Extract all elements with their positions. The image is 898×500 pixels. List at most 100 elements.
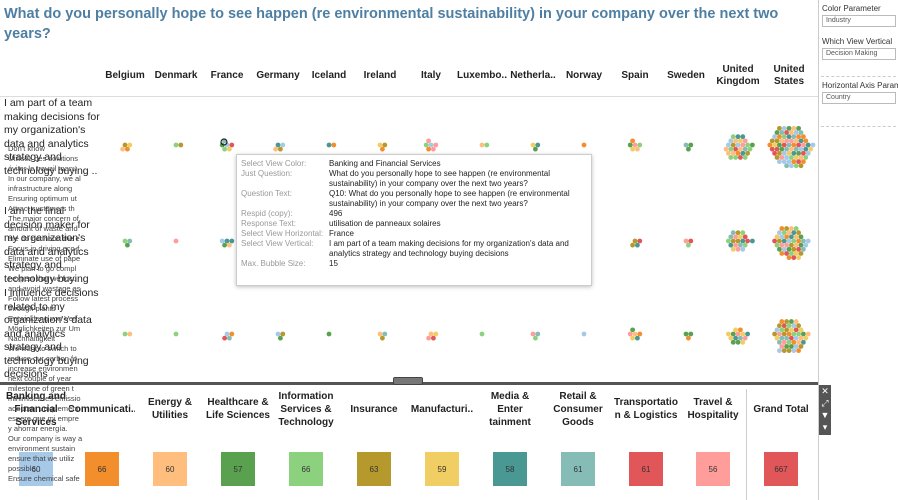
tooltip-key: Respid (copy): bbox=[241, 209, 293, 218]
response-item[interactable]: minimisez les émissio bbox=[8, 394, 81, 403]
industry-swatch[interactable]: 61 bbox=[629, 452, 663, 486]
response-bubble bbox=[742, 335, 748, 341]
response-item[interactable]: espere que mi empre bbox=[8, 414, 79, 423]
splitter-handle[interactable] bbox=[393, 377, 423, 385]
response-item[interactable]: possible. bbox=[8, 464, 38, 473]
response-item[interactable]: éviter le travail manu bbox=[8, 164, 78, 173]
response-item[interactable]: infrastructure along bbox=[8, 184, 73, 193]
response-item[interactable]: through plants bbox=[8, 304, 56, 313]
response-list[interactable]: Don't know Utilisez des solutions éviter l… bbox=[8, 144, 82, 484]
industry-swatch[interactable]: 66 bbox=[85, 452, 119, 486]
filter-icon[interactable]: ▼ bbox=[820, 410, 830, 420]
column-header[interactable]: Iceland bbox=[311, 70, 347, 81]
industry-header[interactable]: Communicati.. bbox=[69, 403, 135, 415]
tooltip-value: 496 bbox=[329, 209, 343, 218]
response-item[interactable]: Entwicklung von Verf bbox=[8, 314, 78, 323]
view-vertical-select[interactable]: Decision Making bbox=[822, 48, 896, 60]
industry-header[interactable]: Media & Enter tainment bbox=[489, 390, 531, 428]
response-item[interactable]: Our company is way a bbox=[8, 434, 83, 443]
response-item[interactable]: We plan to go compl bbox=[8, 264, 77, 273]
response-item[interactable]: Ensuring optimum ut bbox=[8, 194, 77, 203]
column-header[interactable]: France bbox=[210, 70, 244, 81]
response-item[interactable]: adoptant uniquement bbox=[8, 404, 79, 413]
row-label[interactable]: I influence decisions related to my orga… bbox=[4, 287, 99, 379]
column-header[interactable]: Sweden bbox=[667, 70, 705, 81]
industry-header[interactable]: Manufacturi.. bbox=[410, 403, 474, 415]
column-header[interactable]: Netherla.. bbox=[510, 70, 556, 81]
response-item[interactable]: environment sustain bbox=[8, 444, 76, 453]
response-bubble bbox=[789, 242, 794, 248]
industry-header[interactable]: Transportatio n & Logistics bbox=[614, 397, 678, 421]
industry-header[interactable]: Retail & Consumer Goods bbox=[553, 390, 603, 428]
close-icon[interactable]: ✕ bbox=[821, 386, 829, 396]
response-item[interactable]: are do not harm the e bbox=[8, 234, 80, 243]
industry-swatch[interactable]: 63 bbox=[357, 452, 391, 486]
response-bubble bbox=[796, 246, 801, 252]
row-label[interactable]: I am part of a team making decisions for… bbox=[4, 97, 100, 177]
response-bubble bbox=[789, 327, 794, 333]
industry-swatch[interactable]: 56 bbox=[696, 452, 730, 486]
column-header[interactable]: United States bbox=[773, 64, 805, 87]
response-item[interactable]: Möglichkeiten zur Um bbox=[8, 324, 81, 333]
industry-swatch[interactable]: 667 bbox=[764, 452, 798, 486]
response-item[interactable]: and avoid wastage as bbox=[8, 284, 81, 293]
column-header[interactable]: Norway bbox=[565, 70, 603, 81]
response-item[interactable]: Focus in driving eco-f bbox=[8, 244, 80, 253]
industry-swatch[interactable]: 58 bbox=[493, 452, 527, 486]
industry-swatch[interactable]: 59 bbox=[425, 452, 459, 486]
response-bubble bbox=[774, 130, 780, 135]
response-item[interactable]: milestone of green t bbox=[8, 384, 74, 393]
response-item[interactable]: Utilisez des solutions bbox=[8, 154, 79, 163]
industry-header[interactable]: Insurance bbox=[350, 403, 398, 415]
response-item[interactable]: reduce our carbon fo bbox=[8, 354, 78, 363]
industry-header[interactable]: Travel & Hospitality bbox=[687, 397, 739, 421]
response-item[interactable]: The major concern of bbox=[8, 214, 79, 223]
response-item[interactable]: next couple of year bbox=[8, 374, 72, 383]
response-bubble bbox=[779, 335, 785, 341]
industry-swatch[interactable]: 60 bbox=[153, 452, 187, 486]
response-item[interactable]: I expect that we focu bbox=[8, 274, 77, 283]
response-item[interactable]: Don't know bbox=[8, 144, 45, 153]
column-header[interactable]: Ireland bbox=[363, 70, 397, 81]
column-header[interactable]: Italy bbox=[420, 70, 441, 81]
row-label[interactable]: I am the final decision maker for my org… bbox=[4, 205, 90, 285]
industry-header[interactable]: Banking and Financial Services bbox=[5, 390, 66, 428]
response-item[interactable]: Follow latest process bbox=[8, 294, 79, 303]
response-bubble bbox=[278, 146, 283, 152]
response-item[interactable]: amount of waste and bbox=[8, 224, 78, 233]
response-item[interactable]: Nachhaltigkeit bbox=[8, 334, 56, 343]
industry-header[interactable]: Healthcare & Life Sciences bbox=[206, 397, 270, 421]
column-header[interactable]: Denmark bbox=[154, 70, 198, 81]
response-item[interactable]: We want to switch to bbox=[8, 344, 77, 353]
industry-header[interactable]: Information Services & Technology bbox=[278, 390, 334, 428]
column-header[interactable]: Germany bbox=[256, 70, 300, 81]
response-item[interactable]: y ahorrar energía. bbox=[8, 424, 68, 433]
bubble-chart[interactable] bbox=[0, 96, 818, 382]
response-item[interactable]: In our company, we al bbox=[8, 174, 81, 183]
response-bubble bbox=[479, 331, 485, 337]
tooltip-key: Select View Horizontal: bbox=[241, 229, 324, 238]
response-item[interactable]: increase environmen bbox=[8, 364, 78, 373]
response-item[interactable]: ensure that we utiliz bbox=[8, 454, 75, 463]
industry-swatch[interactable]: 57 bbox=[221, 452, 255, 486]
horizontal-param-select[interactable]: Country bbox=[822, 92, 896, 104]
response-bubble bbox=[728, 138, 734, 144]
column-header[interactable]: United Kingdom bbox=[716, 64, 760, 87]
response-bubble bbox=[789, 344, 794, 349]
industry-swatch[interactable]: 61 bbox=[561, 452, 595, 486]
response-item[interactable]: Ensure chemical safe bbox=[8, 474, 80, 483]
industry-header[interactable]: Energy & Utilities bbox=[148, 397, 192, 421]
color-parameter-select[interactable]: Industry bbox=[822, 15, 896, 27]
column-header[interactable]: Spain bbox=[621, 70, 649, 81]
industry-header[interactable]: Grand Total bbox=[753, 403, 809, 415]
expand-icon[interactable]: ⤢ bbox=[821, 398, 829, 408]
industry-swatch[interactable]: 60 bbox=[19, 452, 53, 486]
chevron-down-icon[interactable]: ▾ bbox=[822, 422, 828, 432]
response-item[interactable]: Attract customers th bbox=[8, 204, 75, 213]
column-header[interactable]: Belgium bbox=[105, 70, 145, 81]
industry-swatch[interactable]: 66 bbox=[289, 452, 323, 486]
response-bubble bbox=[740, 238, 746, 244]
view-vertical-label: Which View Vertical bbox=[822, 37, 893, 46]
column-header[interactable]: Luxembo.. bbox=[456, 70, 507, 81]
response-item[interactable]: Eliminate use of pape bbox=[8, 254, 81, 263]
